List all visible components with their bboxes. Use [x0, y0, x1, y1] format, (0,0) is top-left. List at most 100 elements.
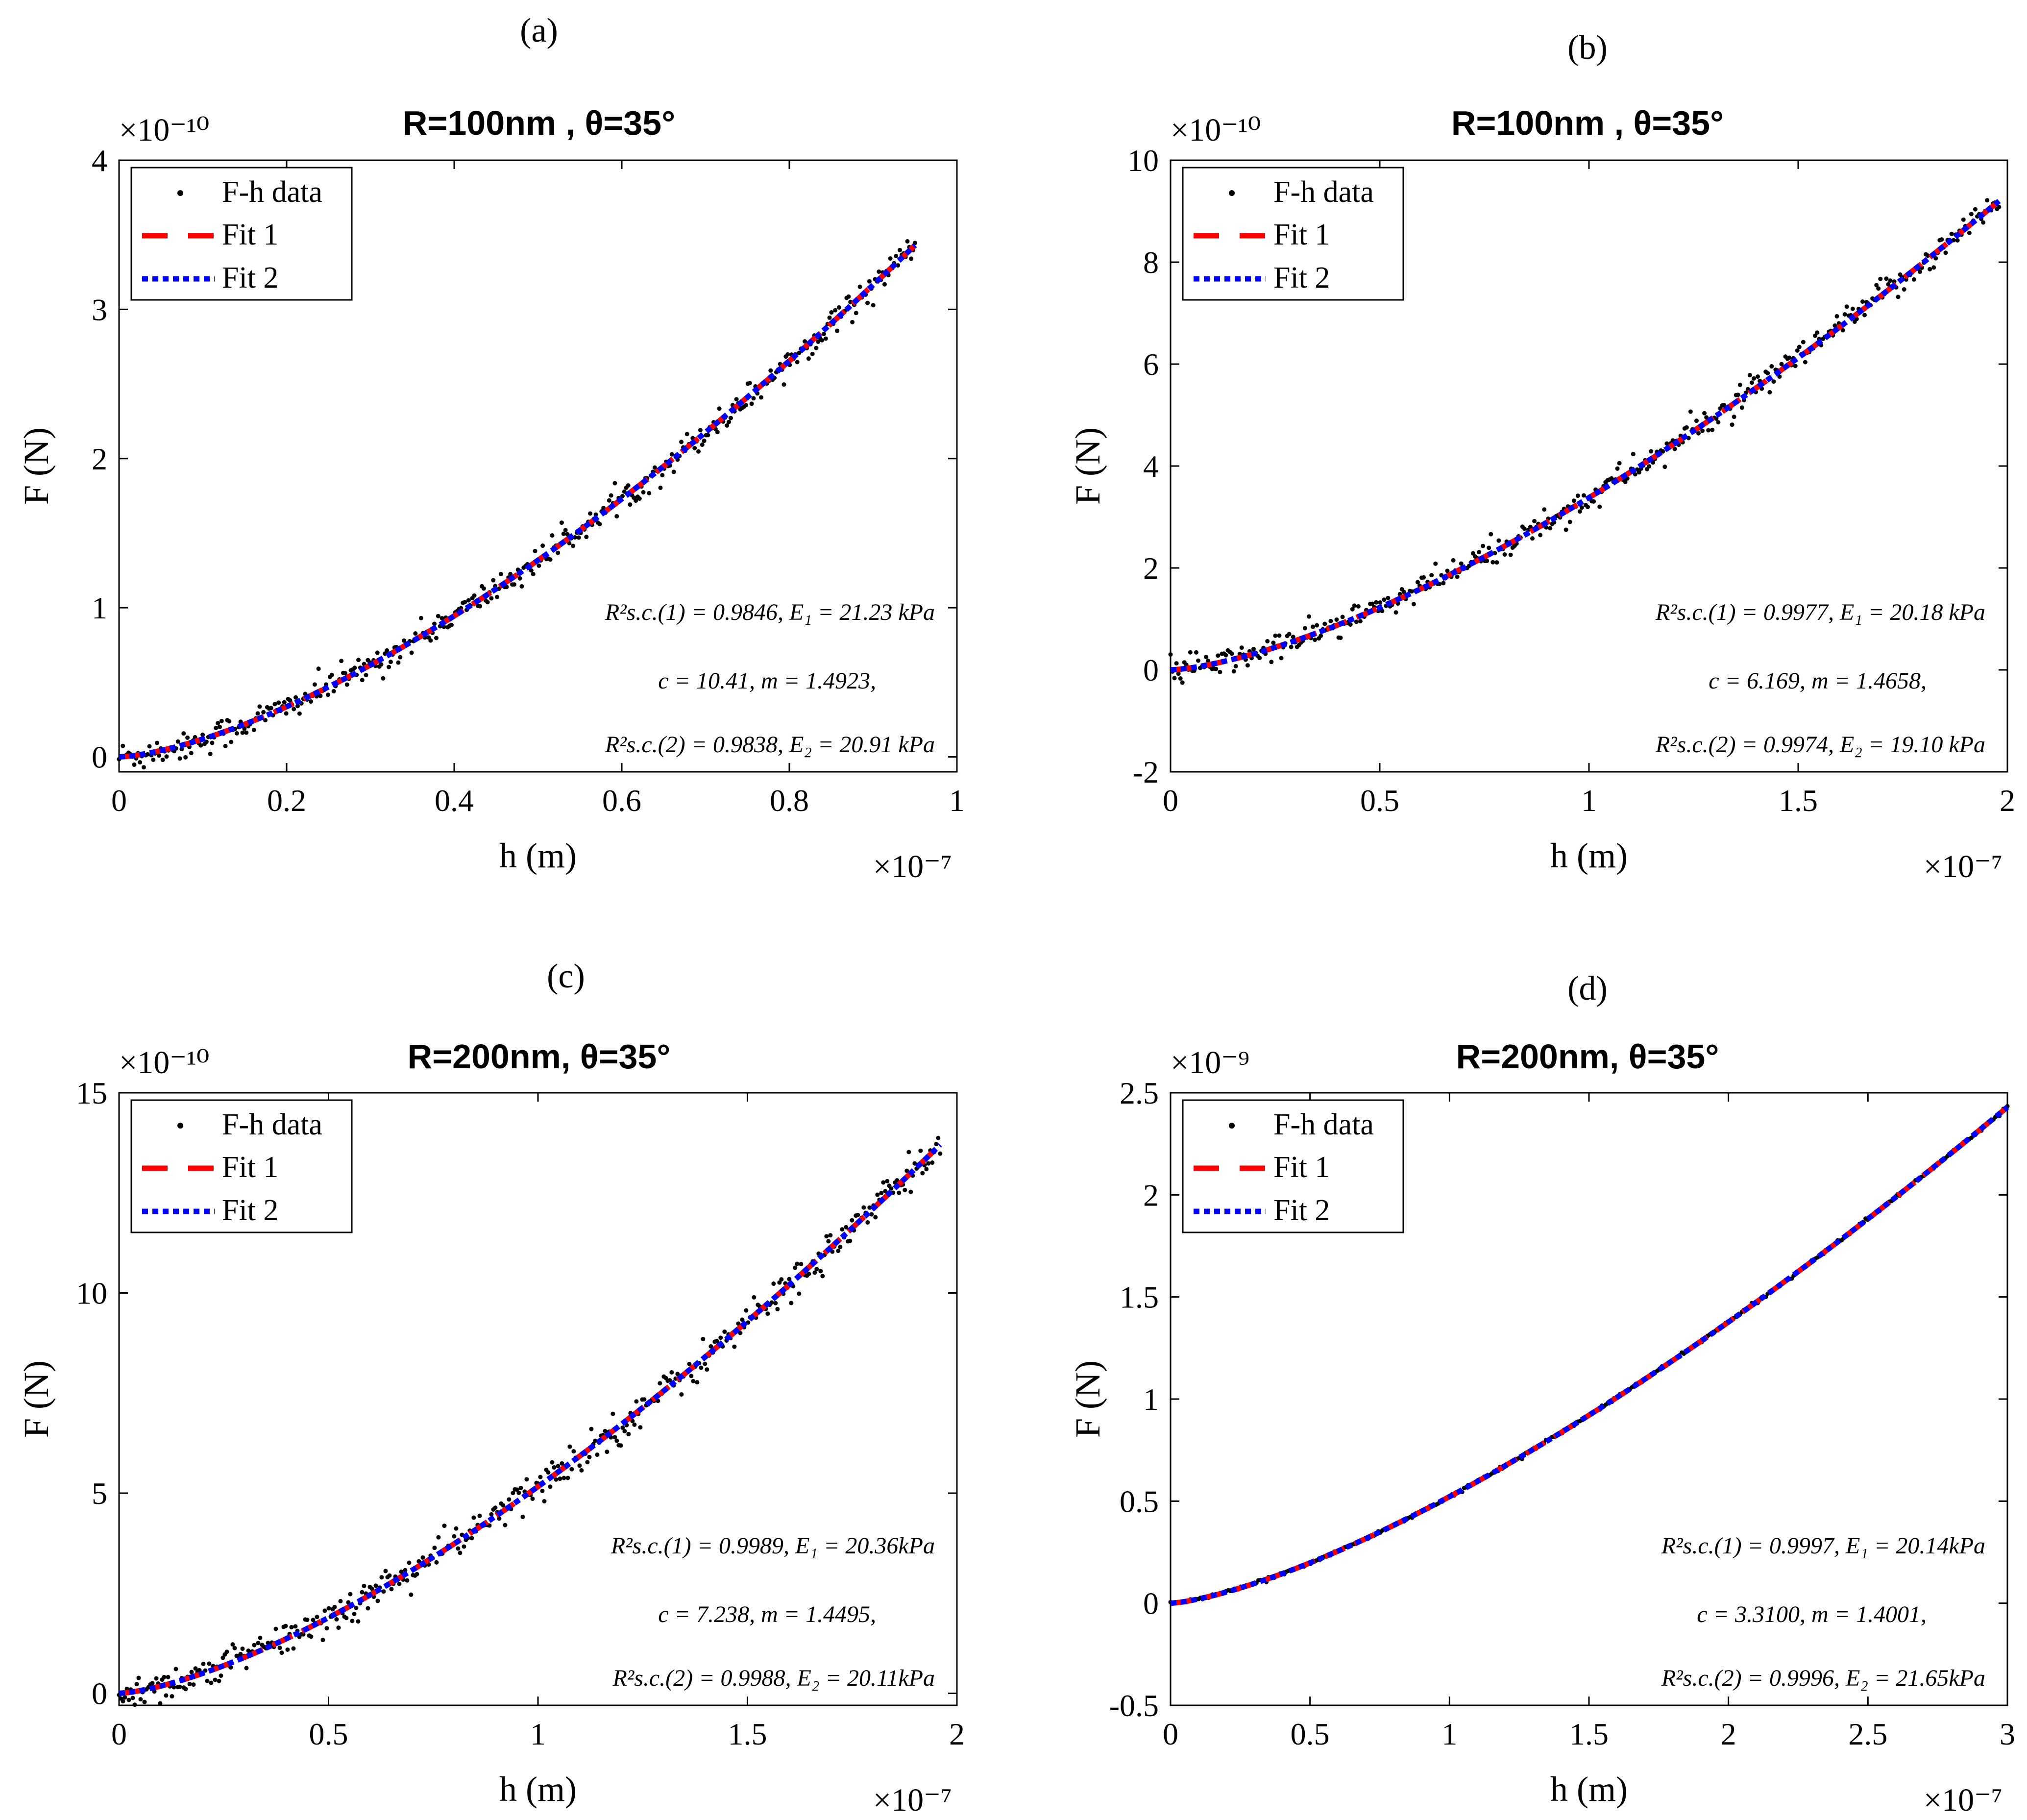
y-tick-label: 10	[76, 1276, 107, 1310]
data-point	[329, 672, 334, 677]
x-tick-label: 0	[111, 783, 127, 818]
x-axis-multiplier: ×10⁻⁷	[1924, 849, 2003, 885]
panel-label: (c)	[547, 958, 585, 995]
data-point	[1178, 676, 1183, 681]
data-point	[777, 1280, 782, 1285]
data-point	[728, 416, 733, 420]
y-tick-label: 0	[1143, 1586, 1159, 1621]
panel-d: (d)R=200nm, θ=35°0 0.5 1 1.5 2 2.5 3-0.500.511…	[1068, 970, 2015, 1818]
data-point	[718, 1335, 723, 1340]
data-point	[318, 693, 323, 698]
data-point	[398, 655, 403, 660]
data-point	[1917, 269, 1922, 274]
data-point	[820, 338, 825, 343]
y-axis-label: F (N)	[1068, 427, 1107, 505]
data-point	[658, 485, 663, 490]
data-point	[641, 490, 646, 495]
legend: F-h data Fit 1 Fit 2	[130, 1099, 353, 1233]
data-point	[702, 439, 707, 443]
y-tick-label: 0	[92, 1676, 107, 1711]
data-point	[706, 433, 710, 438]
data-point	[1174, 661, 1179, 666]
legend-entry: Fit 2	[1273, 1194, 1330, 1227]
data-point	[1168, 652, 1173, 657]
data-point	[867, 279, 872, 284]
x-tick-label: 0.5	[1291, 1717, 1330, 1751]
data-point	[618, 1443, 623, 1448]
data-point	[1496, 538, 1501, 543]
data-point	[344, 682, 349, 687]
data-point	[244, 1666, 249, 1671]
data-point	[628, 502, 633, 507]
data-point	[593, 1438, 598, 1443]
data-point	[675, 1372, 680, 1377]
data-point	[829, 310, 834, 315]
x-tick-label: 2	[1721, 1717, 1736, 1751]
data-point	[261, 710, 266, 714]
data-point	[612, 1435, 617, 1440]
data-point	[1684, 425, 1689, 430]
data-point	[918, 1148, 923, 1153]
data-point	[164, 754, 169, 759]
data-point	[530, 1496, 535, 1501]
data-point	[282, 700, 287, 705]
data-point	[1747, 372, 1752, 377]
data-point	[577, 1463, 582, 1468]
data-point	[556, 1464, 561, 1469]
data-point	[691, 1378, 696, 1383]
data-point	[1445, 568, 1450, 573]
data-point	[705, 1367, 709, 1372]
x-tick-label: 2	[949, 1717, 965, 1751]
data-point	[1696, 431, 1701, 436]
y-axis-label: F (N)	[1068, 1360, 1107, 1438]
data-point	[1777, 374, 1782, 379]
data-point	[1455, 574, 1460, 579]
data-point	[667, 1378, 672, 1383]
data-point	[469, 1536, 474, 1541]
data-point	[836, 305, 841, 310]
data-point	[223, 743, 228, 748]
data-point	[158, 1701, 163, 1706]
data-point	[634, 1399, 639, 1404]
data-point	[1277, 633, 1282, 638]
data-point	[552, 1465, 557, 1470]
data-point	[155, 740, 160, 745]
data-point	[316, 666, 321, 671]
data-point	[1797, 344, 1802, 349]
data-point	[354, 1605, 359, 1610]
data-point	[1672, 446, 1677, 451]
data-point	[272, 702, 277, 707]
data-point	[1961, 217, 1966, 222]
data-point	[285, 1647, 290, 1652]
data-point	[1354, 619, 1359, 624]
data-point	[850, 1218, 855, 1223]
data-point	[246, 1648, 251, 1653]
legend-entry: Fit 2	[222, 261, 278, 295]
data-point	[752, 1295, 757, 1300]
data-point	[147, 744, 152, 749]
data-point	[428, 638, 433, 643]
data-point	[352, 665, 357, 670]
data-point	[181, 731, 186, 736]
data-point	[540, 543, 545, 548]
data-point	[652, 465, 657, 470]
data-point	[1218, 669, 1222, 674]
data-point	[1374, 600, 1379, 605]
data-point	[1530, 536, 1535, 541]
data-point	[126, 1697, 131, 1702]
data-point	[1563, 527, 1568, 532]
data-point	[234, 731, 239, 736]
data-point	[1615, 466, 1620, 471]
data-point	[585, 1460, 590, 1465]
data-point	[519, 584, 524, 589]
data-point	[342, 671, 347, 676]
data-point	[269, 706, 273, 711]
data-point	[548, 557, 553, 562]
data-point	[775, 1306, 780, 1311]
data-point	[861, 1205, 866, 1210]
data-point	[542, 1499, 547, 1504]
data-point	[1265, 639, 1270, 644]
data-point	[512, 582, 516, 587]
data-point	[130, 1696, 135, 1700]
